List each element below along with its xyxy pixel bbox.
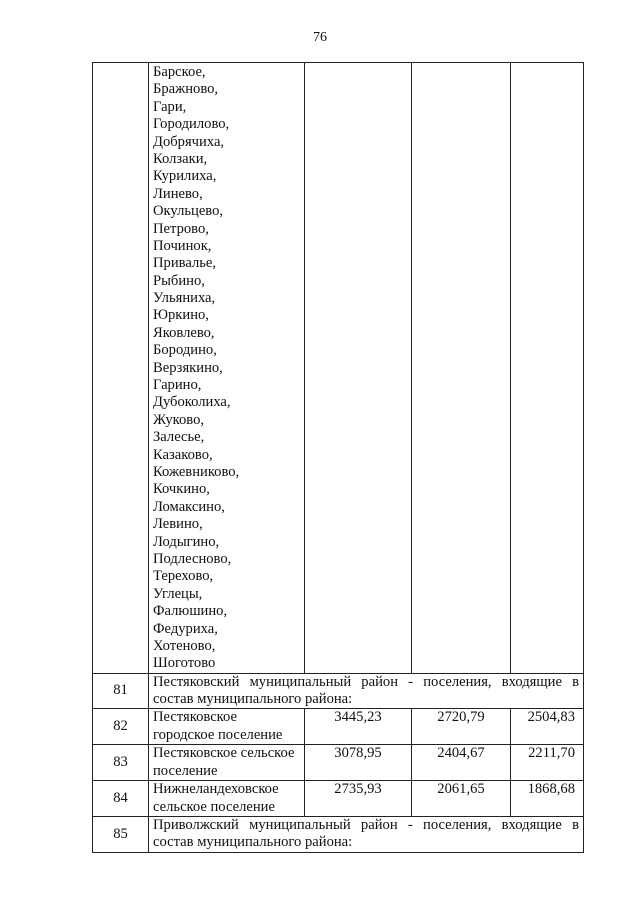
settlement-list-item: Яковлево, bbox=[153, 324, 215, 341]
value-1: 3445,23 bbox=[304, 708, 412, 746]
table-row: 82 Пестяковское городское поселение 3445… bbox=[92, 708, 584, 746]
settlement-list-item: Шоготово bbox=[153, 655, 216, 672]
value-cell bbox=[411, 62, 511, 674]
settlement-list-item: Барское, bbox=[153, 64, 206, 80]
row-number: 82 bbox=[92, 708, 149, 746]
settlement-list-item: Петрово, bbox=[153, 220, 209, 237]
settlement-list-item: Хотеново, bbox=[153, 637, 216, 654]
settlement-list-item: Верзякино, bbox=[153, 359, 223, 376]
settlement-name: Пестяковское сельское поселение bbox=[148, 744, 305, 782]
settlement-list-item: Бражново, bbox=[153, 81, 219, 98]
settlement-list-item: Федуриха, bbox=[153, 620, 218, 637]
district-heading: Пестяковский муниципальный район - посел… bbox=[148, 672, 584, 710]
settlement-list-item: Гарино, bbox=[153, 377, 202, 394]
settlement-list-item: Ульяниха, bbox=[153, 290, 216, 307]
settlement-list-item: Починок, bbox=[153, 237, 212, 254]
value-2: 2404,67 bbox=[411, 744, 511, 782]
settlement-list-item: Колзаки, bbox=[153, 150, 208, 167]
settlement-list-item: Ломаксино, bbox=[153, 498, 225, 515]
value-2: 2061,65 bbox=[411, 780, 511, 817]
table-row: 81 Пестяковский муниципальный район - по… bbox=[92, 672, 584, 710]
settlement-list-item: Кожевниково, bbox=[153, 463, 240, 480]
value-3: 1868,68 bbox=[510, 780, 584, 817]
settlements-list: Барское, Бражново, Гари, Городилово, Добрячи… bbox=[148, 62, 305, 674]
settlement-list-item: Левино, bbox=[153, 516, 203, 533]
settlement-list-item: Углецы, bbox=[153, 585, 203, 602]
settlement-list-item: Окульцево, bbox=[153, 203, 224, 220]
settlement-list-item: Казаково, bbox=[153, 446, 213, 463]
settlement-list-item: Лодыгино, bbox=[153, 533, 220, 550]
value-1: 3078,95 bbox=[304, 744, 412, 782]
value-3: 2504,83 bbox=[510, 708, 584, 746]
row-number: 83 bbox=[92, 744, 149, 782]
row-number: 81 bbox=[92, 672, 149, 710]
tariff-table: Барское, Бражново, Гари, Городилово, Добрячи… bbox=[92, 62, 584, 853]
page-number: 76 bbox=[313, 30, 327, 45]
settlement-name: Нижнеландеховское сельское поселение bbox=[148, 780, 305, 817]
value-1: 2735,93 bbox=[304, 780, 412, 817]
settlement-list-item: Линево, bbox=[153, 185, 203, 202]
row-number-cell bbox=[92, 62, 149, 674]
settlement-list-item: Рыбино, bbox=[153, 272, 205, 289]
settlement-list-item: Бородино, bbox=[153, 342, 217, 359]
table-row: 83 Пестяковское сельское поселение 3078,… bbox=[92, 744, 584, 782]
settlement-list-item: Привалье, bbox=[153, 255, 217, 272]
settlement-list-item: Городилово, bbox=[153, 116, 230, 133]
value-3: 2211,70 bbox=[510, 744, 584, 782]
row-number: 85 bbox=[92, 815, 149, 853]
table-row: 84 Нижнеландеховское сельское поселение … bbox=[92, 780, 584, 817]
table-row: Барское, Бражново, Гари, Городилово, Добрячи… bbox=[92, 62, 584, 674]
value-cell bbox=[304, 62, 412, 674]
value-cell bbox=[510, 62, 584, 674]
settlement-list-item: Залесье, bbox=[153, 429, 205, 446]
settlement-list-item: Терехово, bbox=[153, 568, 214, 585]
settlement-list-item: Юркино, bbox=[153, 307, 209, 324]
settlement-list-item: Дубоколиха, bbox=[153, 394, 231, 411]
value-2: 2720,79 bbox=[411, 708, 511, 746]
settlement-list-item: Добрячиха, bbox=[153, 133, 225, 150]
settlement-list-item: Жуково, bbox=[153, 411, 205, 428]
settlement-list-item: Кочкино, bbox=[153, 481, 210, 498]
settlement-list-item: Подлесново, bbox=[153, 550, 232, 567]
settlement-list-item: Курилиха, bbox=[153, 168, 217, 185]
row-number: 84 bbox=[92, 780, 149, 817]
table-row: 85 Приволжский муниципальный район - пос… bbox=[92, 815, 584, 853]
settlement-list-item: Фалюшино, bbox=[153, 603, 228, 620]
district-heading: Приволжский муниципальный район - поселе… bbox=[148, 815, 584, 853]
settlement-list-item: Гари, bbox=[153, 98, 187, 115]
settlement-name: Пестяковское городское поселение bbox=[148, 708, 305, 746]
